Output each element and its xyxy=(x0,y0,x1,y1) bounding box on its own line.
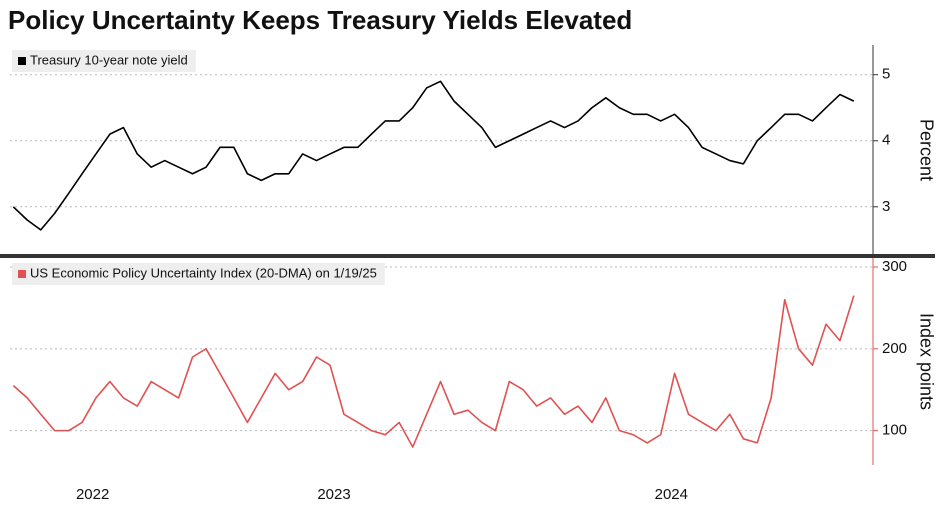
legend-label: US Economic Policy Uncertainty Index (20… xyxy=(30,265,377,280)
y-tick-label: 300 xyxy=(882,258,907,275)
y-axis-label: Index points xyxy=(916,313,936,410)
chart-title: Policy Uncertainty Keeps Treasury Yields… xyxy=(8,5,632,35)
y-tick-label: 200 xyxy=(882,340,907,357)
y-tick-label: 4 xyxy=(882,132,890,149)
y-tick-label: 100 xyxy=(882,422,907,439)
y-tick-label: 5 xyxy=(882,66,890,83)
legend-swatch xyxy=(18,57,26,65)
legend-label: Treasury 10-year note yield xyxy=(30,52,188,67)
x-tick-label: 2023 xyxy=(317,486,350,503)
series-line xyxy=(12,80,855,231)
y-axis-label: Percent xyxy=(916,119,936,181)
legend-box xyxy=(12,50,196,72)
x-tick-label: 2024 xyxy=(655,486,688,503)
legend-box xyxy=(12,263,385,285)
x-tick-label: 2022 xyxy=(76,486,109,503)
series-line xyxy=(12,295,855,448)
legend-swatch xyxy=(18,270,26,278)
y-tick-label: 3 xyxy=(882,198,890,215)
